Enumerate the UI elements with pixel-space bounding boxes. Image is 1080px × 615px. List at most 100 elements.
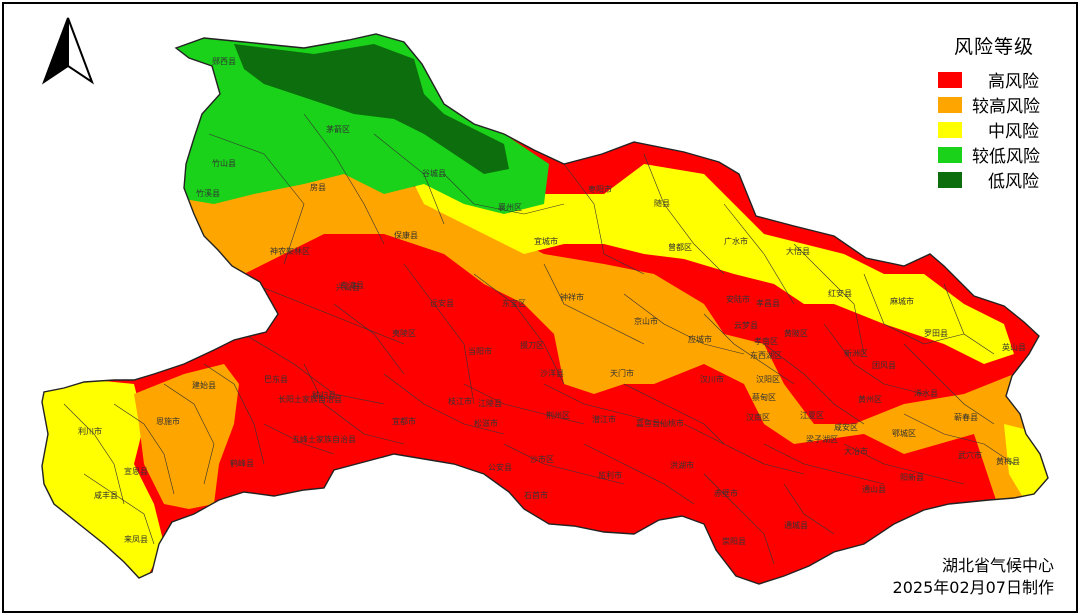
place-label: 石首市 bbox=[524, 491, 548, 500]
place-label: 潜江市 bbox=[592, 415, 616, 424]
county-line bbox=[373, 133, 445, 225]
place-label: 新洲区 bbox=[844, 349, 868, 358]
county-line bbox=[903, 413, 1015, 465]
place-label: 恩施市 bbox=[156, 417, 180, 426]
place-label: 房县 bbox=[310, 183, 326, 192]
county-line bbox=[703, 473, 775, 565]
place-label: 枣阳市 bbox=[588, 185, 612, 194]
place-label: 仙桃市 bbox=[660, 419, 684, 428]
county-line bbox=[113, 403, 175, 495]
place-label: 神农架林区 bbox=[270, 247, 310, 256]
place-label: 东宝区 bbox=[502, 299, 526, 308]
place-label: 洪湖市 bbox=[670, 461, 694, 470]
place-label: 竹山县 bbox=[212, 159, 236, 168]
place-label: 赤壁市 bbox=[714, 489, 738, 498]
county-line bbox=[333, 303, 405, 375]
county-line bbox=[563, 163, 645, 275]
place-label: 蔡甸区 bbox=[752, 393, 776, 402]
legend-swatch-medium bbox=[938, 121, 962, 138]
place-label: 松滋市 bbox=[474, 419, 498, 428]
county-line bbox=[443, 173, 565, 215]
place-label: 南漳县 bbox=[340, 281, 364, 290]
county-line bbox=[843, 443, 965, 485]
place-label: 应城市 bbox=[688, 335, 712, 344]
legend-swatch-lower bbox=[938, 146, 962, 163]
place-label: 罗田县 bbox=[924, 329, 948, 338]
risk-map bbox=[41, 33, 1049, 585]
place-label: 竹溪县 bbox=[196, 189, 220, 198]
place-label: 秭归县 bbox=[312, 391, 336, 400]
county-line bbox=[83, 473, 155, 545]
higher-risk-region bbox=[174, 154, 1048, 524]
place-label: 红安县 bbox=[828, 289, 852, 298]
place-label: 汉南区 bbox=[746, 413, 770, 422]
place-label: 兴山县 bbox=[336, 283, 360, 292]
place-label: 阳新县 bbox=[900, 473, 924, 482]
place-label: 云梦县 bbox=[734, 321, 758, 330]
place-label: 咸丰县 bbox=[94, 491, 118, 500]
county-line bbox=[823, 323, 925, 395]
place-label: 通城县 bbox=[784, 521, 808, 530]
county-line bbox=[543, 263, 645, 345]
county-line bbox=[863, 273, 965, 345]
place-label: 夷陵区 bbox=[392, 329, 416, 338]
place-label: 钟祥市 bbox=[560, 293, 584, 302]
county-line bbox=[903, 343, 995, 425]
place-label: 大冶市 bbox=[844, 447, 868, 456]
place-label: 远安县 bbox=[430, 299, 454, 308]
county-line bbox=[943, 283, 995, 355]
county-line bbox=[463, 383, 585, 425]
risk-regions bbox=[42, 34, 1048, 584]
place-label: 京山市 bbox=[634, 317, 658, 326]
credit: 湖北省气候中心 2025年02月07日制作 bbox=[893, 555, 1054, 599]
place-label: 沙洋县 bbox=[540, 369, 564, 378]
county-line bbox=[163, 383, 215, 485]
place-label: 黄梅县 bbox=[996, 457, 1020, 466]
county-line bbox=[763, 443, 885, 485]
county-line bbox=[723, 203, 795, 305]
legend-title: 风险等级 bbox=[954, 36, 1035, 58]
legend-label-lower: 较低风险 bbox=[972, 147, 1040, 167]
legend-label-higher: 较高风险 bbox=[972, 97, 1040, 117]
medium-risk-west-region bbox=[42, 380, 164, 584]
place-label: 东西湖区 bbox=[750, 351, 782, 360]
place-label: 茅箭区 bbox=[326, 125, 350, 134]
place-label: 梁子湖区 bbox=[806, 435, 838, 444]
county-line bbox=[403, 263, 475, 405]
place-label: 枝江市 bbox=[448, 397, 472, 406]
county-line bbox=[383, 373, 505, 435]
county-line bbox=[683, 423, 805, 475]
county-line bbox=[208, 133, 305, 265]
place-label: 宜城市 bbox=[534, 237, 558, 246]
county-line bbox=[793, 243, 865, 355]
place-label: 宣恩县 bbox=[124, 467, 148, 476]
place-label: 当阳市 bbox=[468, 347, 492, 356]
county-line bbox=[503, 443, 625, 485]
county-line bbox=[643, 153, 725, 275]
place-label: 广水市 bbox=[724, 237, 748, 246]
legend-item-high: 高风险 bbox=[934, 67, 1064, 92]
place-label: 黄陂区 bbox=[784, 329, 808, 338]
place-label: 汉阳区 bbox=[756, 375, 780, 384]
place-label: 利川市 bbox=[78, 427, 102, 436]
place-label: 崇阳县 bbox=[722, 537, 746, 546]
place-label: 五峰土家族自治县 bbox=[292, 435, 356, 444]
legend-item-higher: 较高风险 bbox=[934, 92, 1064, 117]
legend-label-low: 低风险 bbox=[988, 172, 1039, 192]
place-label: 郧西县 bbox=[212, 57, 236, 66]
place-label: 通山县 bbox=[862, 485, 886, 494]
place-label: 掇刀区 bbox=[520, 341, 544, 350]
province-boundary bbox=[41, 33, 1049, 585]
medium-risk-region bbox=[404, 164, 1014, 364]
place-label: 来凤县 bbox=[124, 535, 148, 544]
legend: 风险等级 高风险 较高风险 中风险 较低风险 低风险 bbox=[934, 32, 1064, 192]
county-line bbox=[703, 313, 795, 385]
county-line bbox=[63, 403, 125, 505]
county-line bbox=[543, 383, 665, 425]
place-label: 鄂城区 bbox=[892, 429, 916, 438]
place-label: 随县 bbox=[654, 199, 670, 208]
place-label: 保康县 bbox=[394, 231, 418, 240]
place-label: 荆州区 bbox=[546, 411, 570, 420]
place-label: 天门市 bbox=[610, 369, 634, 378]
